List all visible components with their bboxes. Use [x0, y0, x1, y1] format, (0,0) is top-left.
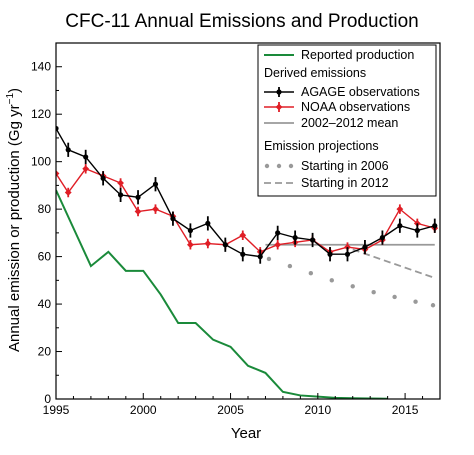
projection-2006-point	[329, 278, 334, 283]
noaa-point	[204, 240, 212, 247]
y-tick-label: 100	[31, 155, 51, 169]
projection-2006-point	[287, 263, 293, 269]
y-tick-label: 80	[38, 202, 52, 216]
noaa-point	[344, 243, 351, 251]
legend-projection-header: Emission projections	[264, 139, 379, 153]
agage-point	[83, 154, 89, 160]
agage-point	[309, 237, 316, 243]
agage-point	[100, 175, 106, 181]
x-tick-label: 2005	[217, 403, 244, 417]
noaa-point	[117, 179, 124, 187]
y-tick-label: 20	[38, 345, 52, 359]
y-axis-title-close: )	[6, 88, 23, 93]
projection-2006-point	[392, 294, 397, 300]
y-tick-label: 40	[38, 297, 52, 311]
projection-2012-line	[352, 248, 436, 279]
legend-mean-label: 2002–2012 mean	[301, 116, 398, 130]
x-tick-label: 2010	[304, 403, 331, 417]
noaa-point	[396, 205, 404, 213]
noaa-point	[152, 205, 159, 213]
projection-2006-point	[430, 303, 436, 308]
legend-proj2006-swatch-dot	[288, 163, 294, 169]
axes: 1995 2000 2005 2010 2015 0 20 40 60 80 100 120 140	[31, 42, 441, 417]
noaa-point	[413, 219, 421, 227]
agage-point	[397, 223, 403, 229]
agage-point	[117, 192, 124, 198]
legend-proj2006-swatch-dot	[276, 163, 282, 169]
y-tick-label: 60	[38, 250, 52, 264]
legend-agage-label: AGAGE observations	[301, 85, 420, 99]
noaa-point	[82, 165, 90, 173]
legend-proj2012-label: Starting in 2012	[301, 176, 389, 190]
agage-point	[275, 230, 281, 236]
agage-point	[432, 223, 438, 229]
legend-derived-header: Derived emissions	[264, 66, 366, 80]
projection-2006-point	[308, 271, 314, 276]
legend-noaa-label: NOAA observations	[301, 100, 410, 114]
y-tick-label: 120	[31, 107, 51, 121]
agage-point	[187, 227, 193, 234]
projection-2006-point	[266, 256, 272, 262]
reported-production-line	[56, 189, 388, 399]
legend-noaa-swatch-marker	[275, 103, 283, 111]
agage-point	[344, 251, 351, 257]
noaa-point	[239, 231, 247, 239]
agage-point	[205, 220, 211, 226]
legend-proj2006-swatch-dot	[264, 163, 270, 169]
agage-point	[292, 235, 298, 241]
projection-2006-point	[371, 290, 376, 295]
y-axis-title: Annual emission or production (Gg yr−1)	[5, 88, 23, 352]
noaa-point	[134, 208, 142, 215]
x-tick-label: 2015	[392, 403, 419, 417]
agage-point	[222, 242, 228, 248]
noaa-point	[274, 241, 282, 249]
agage-point	[327, 251, 333, 257]
legend-reported-label: Reported production	[301, 48, 414, 62]
legend-agage-swatch-marker	[276, 89, 282, 95]
legend-box	[257, 44, 437, 197]
plot-area	[56, 125, 439, 399]
agage-point	[362, 244, 368, 250]
agage-point	[152, 181, 159, 187]
noaa-point	[64, 189, 72, 196]
agage-point	[56, 125, 59, 132]
agage-point	[414, 227, 420, 234]
y-axis-title-sup: −1	[5, 93, 16, 105]
x-tick-label: 1995	[43, 403, 70, 417]
x-tick-label: 2000	[130, 403, 157, 417]
chart-title: CFC-11 Annual Emissions and Production	[65, 11, 418, 32]
agage-point	[379, 235, 385, 241]
y-axis-title-group: Annual emission or production (Gg yr−1)	[5, 88, 23, 352]
projection-2006-point	[350, 284, 355, 289]
y-tick-label: 0	[44, 392, 51, 406]
agage-point	[135, 194, 141, 200]
noaa-point	[56, 170, 60, 177]
x-axis-title: Year	[231, 425, 261, 442]
agage-point	[240, 251, 246, 257]
projection-2006-point	[413, 299, 418, 304]
legend-proj2006-label: Starting in 2006	[301, 159, 389, 173]
y-tick-label: 140	[31, 60, 51, 74]
legend: Reported production Derived emissions AGAG…	[257, 44, 437, 197]
agage-point	[257, 254, 263, 260]
agage-point	[65, 147, 71, 153]
noaa-point	[187, 241, 194, 249]
agage-point	[170, 216, 176, 222]
plot-series	[56, 125, 439, 399]
